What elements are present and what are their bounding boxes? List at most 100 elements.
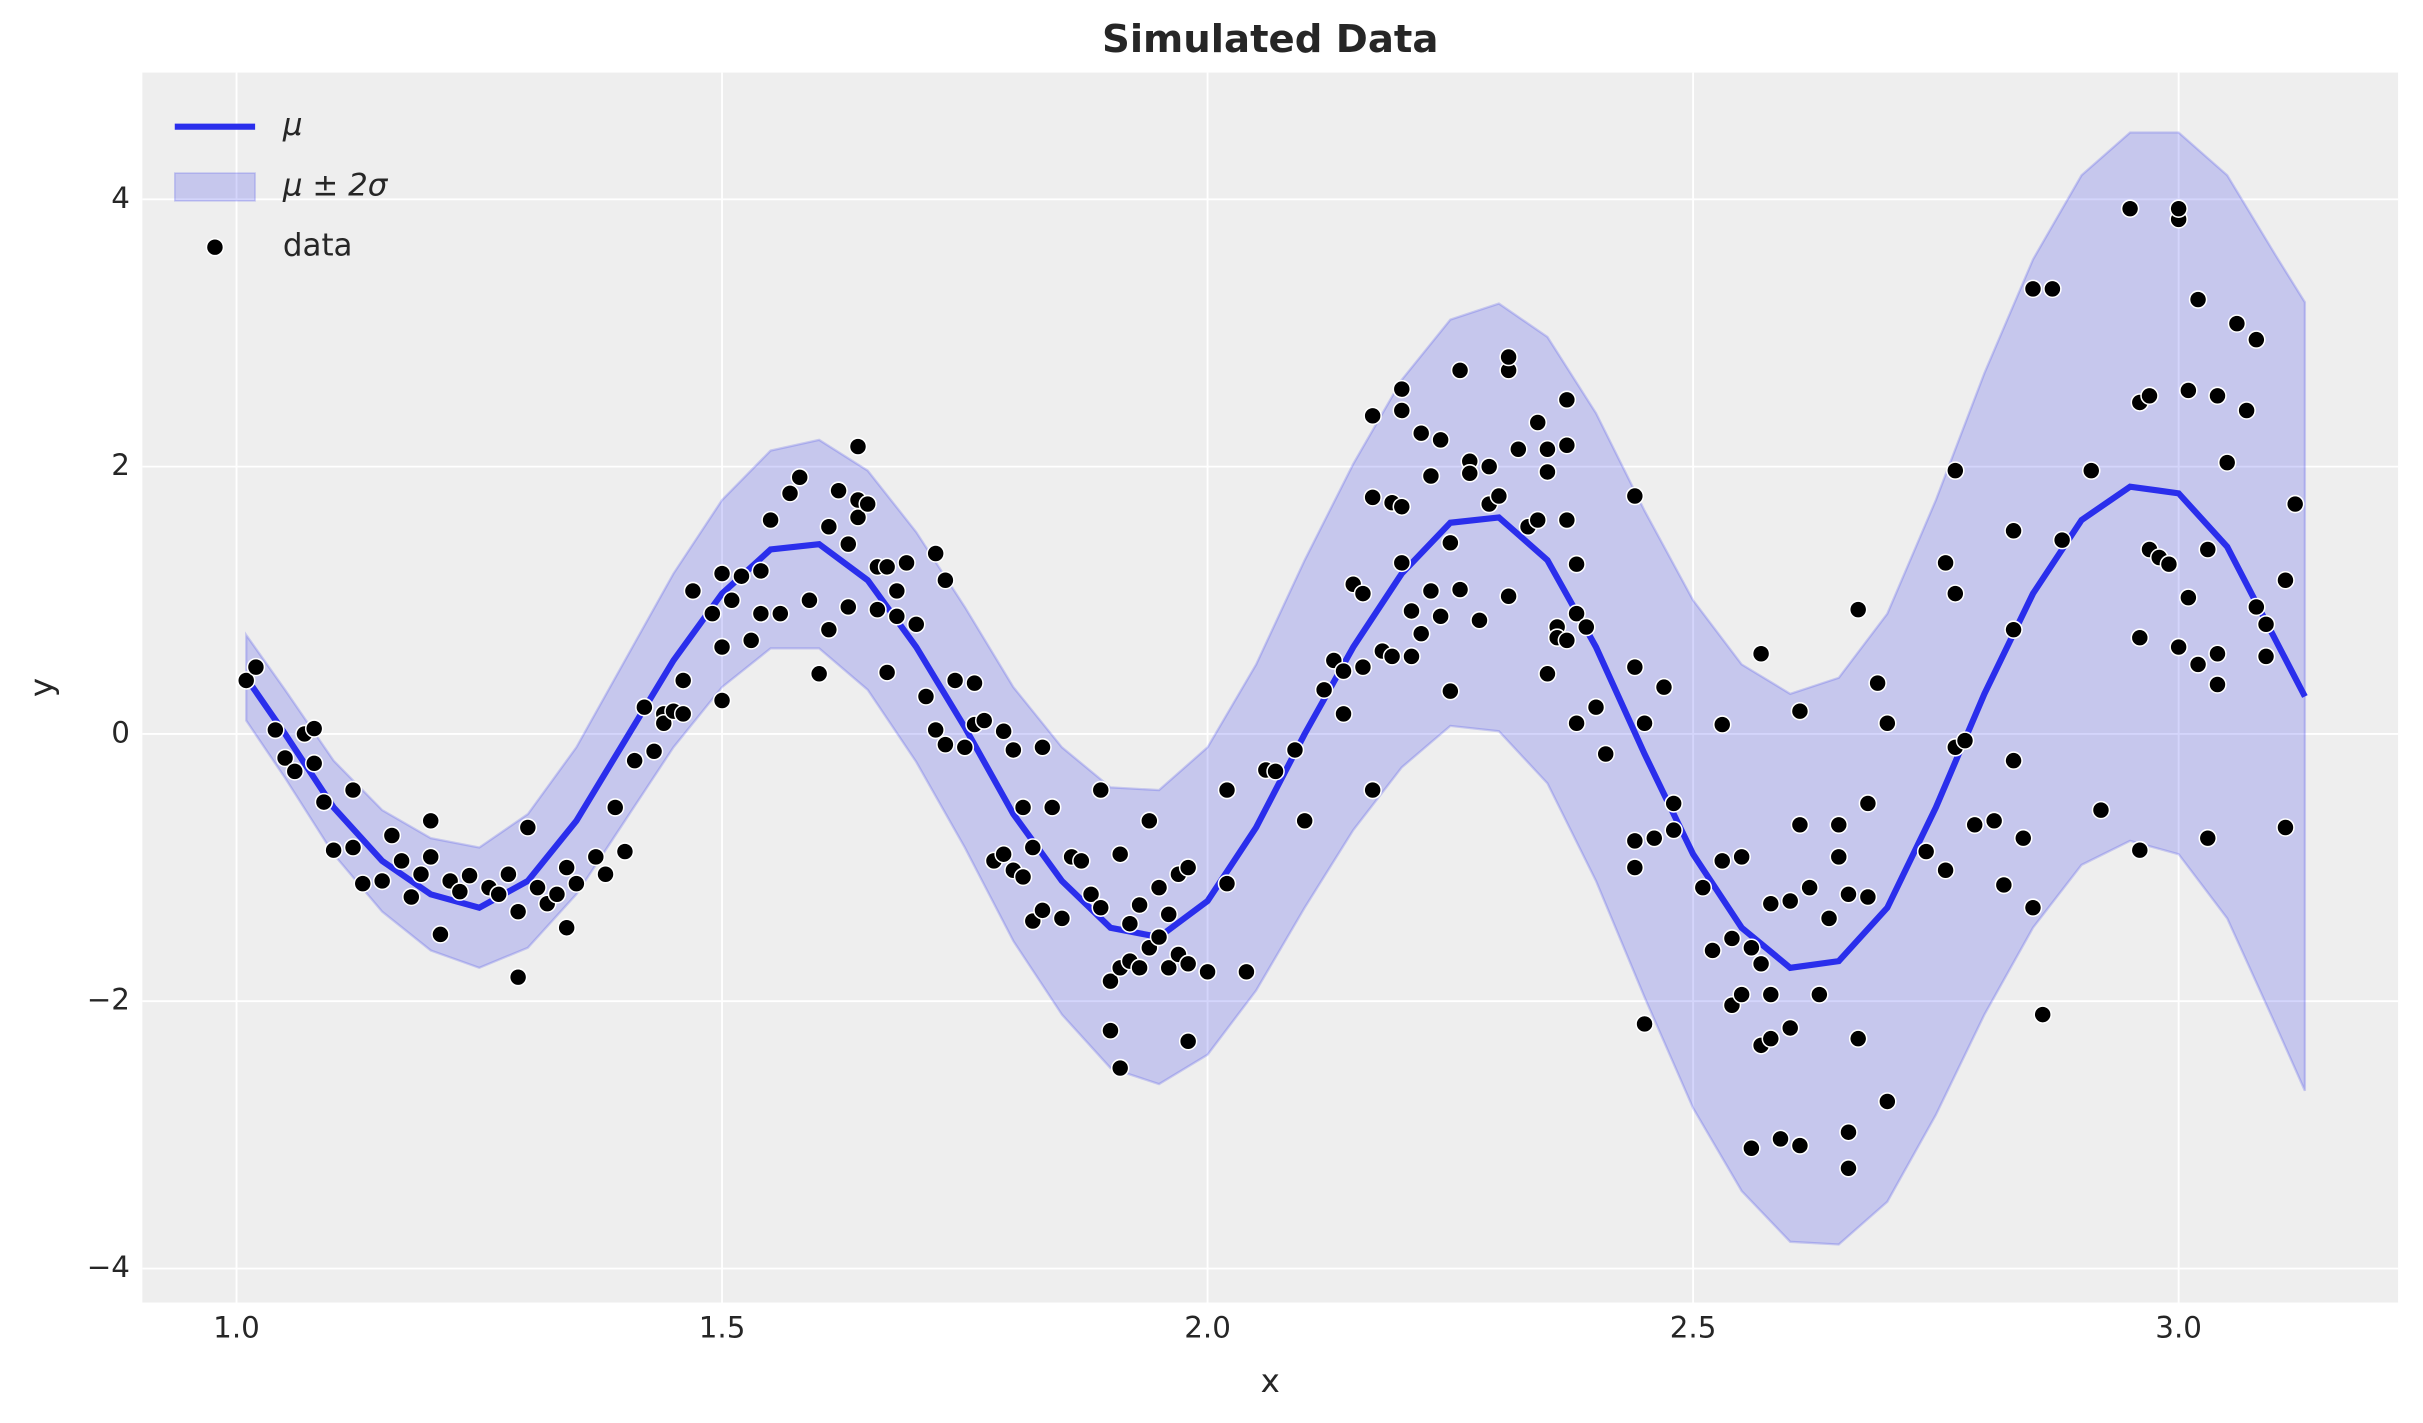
data-point [965, 673, 984, 693]
data-point [1091, 898, 1111, 917]
data-point [2188, 290, 2208, 309]
data-point [372, 871, 392, 891]
data-point [557, 858, 576, 877]
data-point [1149, 927, 1169, 947]
labels: 1.0 1.5 2.0 2.5 3.0 −4 −2 0 2 4 [87, 181, 2202, 1344]
data-point [1441, 681, 1460, 701]
data-point [1110, 844, 1130, 864]
data-point [1402, 601, 1421, 621]
data-point [2247, 597, 2266, 617]
data-point [2140, 386, 2159, 406]
data-point [1965, 815, 1984, 835]
y-tick-label: −2 [87, 983, 130, 1017]
data-point [2198, 828, 2218, 848]
data-point [1586, 697, 1606, 717]
data-point [906, 615, 926, 634]
data-point [1363, 488, 1382, 507]
data-point [567, 874, 586, 893]
data-point [1140, 811, 1159, 831]
data-point [1858, 794, 1878, 813]
data-point [353, 874, 373, 893]
data-point [2247, 330, 2266, 349]
data-point [1072, 851, 1091, 871]
data-point [839, 597, 858, 617]
data-point [1217, 874, 1237, 893]
data-point [1577, 617, 1596, 637]
grid [142, 72, 2399, 1303]
data-point [741, 631, 761, 650]
data-point [586, 847, 606, 867]
data-point [1392, 379, 1412, 399]
data-point [1178, 954, 1198, 974]
data-point [528, 878, 547, 897]
data-point [460, 866, 479, 885]
data-point [800, 591, 819, 610]
data-point [1198, 962, 1217, 982]
data-point [1081, 885, 1101, 904]
legend-patch [173, 172, 256, 202]
data-point [683, 581, 703, 601]
data-point [1528, 413, 1548, 432]
data-point [499, 864, 518, 884]
data-point [1013, 798, 1033, 817]
data-point [751, 561, 771, 581]
data-point [848, 508, 868, 527]
data-point [1363, 780, 1382, 800]
data-point [1829, 815, 1849, 835]
data-point [266, 720, 285, 740]
data-point [1411, 624, 1431, 643]
data-point [1237, 962, 1256, 982]
data-point [402, 887, 421, 907]
data-point [644, 742, 664, 761]
data-point [625, 751, 644, 770]
data-point [1625, 657, 1645, 677]
data-point [1635, 1014, 1654, 1034]
data-point [877, 557, 897, 577]
data-point [868, 600, 887, 619]
data-point [1353, 657, 1373, 677]
data-point [1644, 828, 1664, 848]
data-point [343, 838, 363, 857]
legend-label: data [283, 228, 353, 264]
data-point [1625, 486, 1645, 506]
data-point [382, 826, 402, 845]
x-tick-label: 1.0 [213, 1310, 260, 1344]
data-point [703, 604, 722, 623]
data-point [2120, 199, 2140, 218]
y-axis-label: y [22, 678, 60, 697]
data-point [936, 735, 955, 754]
data-point [1091, 780, 1111, 800]
data-point [1110, 1058, 1130, 1078]
data-point [994, 844, 1013, 864]
data-point [819, 620, 839, 639]
x-tick-label: 3.0 [2155, 1310, 2202, 1344]
data-point [732, 566, 751, 586]
data-point [1810, 985, 1829, 1004]
data-point [994, 721, 1013, 741]
data-point [654, 713, 674, 733]
data-point [1411, 423, 1431, 443]
data-point [974, 711, 994, 730]
data-point [1334, 661, 1353, 681]
legend-label: μ [282, 107, 303, 143]
data-point [508, 902, 528, 921]
data-point [1004, 740, 1023, 760]
data-point [1042, 798, 1062, 817]
data-point [2217, 453, 2237, 472]
data-point [1780, 1018, 1800, 1038]
data-point [304, 754, 324, 773]
data-point [2091, 800, 2111, 820]
data-point [2237, 401, 2256, 420]
data-point [887, 581, 907, 601]
data-point [1033, 901, 1052, 920]
data-point [1946, 584, 1965, 603]
data-point [1839, 1122, 1858, 1142]
data-point [1402, 647, 1421, 666]
data-point [1848, 1029, 1868, 1048]
data-point [1479, 457, 1499, 476]
data-point [1470, 611, 1489, 630]
data-point [304, 719, 324, 738]
data-point [2188, 655, 2208, 674]
data-point [1392, 497, 1412, 516]
data-point [2276, 570, 2295, 590]
